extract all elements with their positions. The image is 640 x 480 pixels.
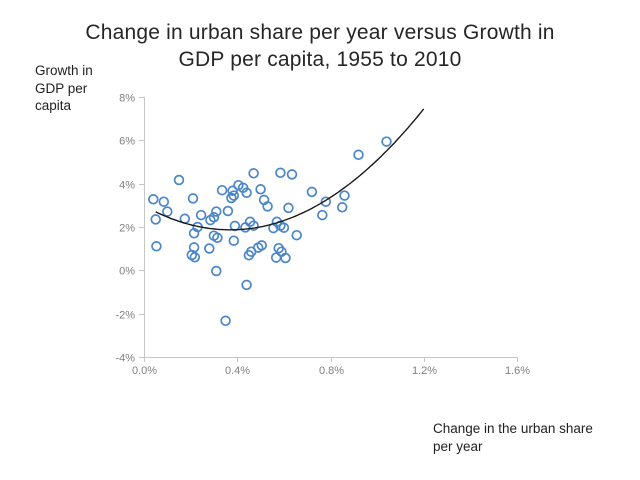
scatter-point [151, 241, 162, 252]
scatter-point [150, 214, 161, 225]
scatter-point [255, 184, 266, 195]
scatter-point [158, 196, 170, 207]
trendline [155, 108, 425, 231]
scatter-point [320, 196, 332, 207]
y-tick-label: 8% [119, 93, 135, 105]
scatter-point [291, 229, 302, 241]
y-tick-label: -2% [115, 310, 135, 322]
scatter-point [162, 206, 173, 217]
scatter-point [228, 235, 240, 246]
scatter-point [262, 201, 273, 212]
scatter-point [280, 252, 291, 264]
scatter-point [248, 168, 259, 179]
y-tick-label: 2% [119, 223, 135, 235]
scatter-point [189, 252, 201, 263]
x-tick-label: 0.0% [132, 365, 157, 377]
chart-title: Change in urban share per year versus Gr… [0, 19, 640, 73]
scatter-point [220, 315, 231, 327]
scatter-point [211, 265, 222, 277]
x-tick-label: 1.6% [505, 365, 530, 377]
scatter-point [216, 184, 228, 196]
chart-title-line1: Change in urban share per year versus Gr… [85, 21, 555, 44]
y-tick-label: 6% [119, 136, 135, 148]
scatter-point [336, 202, 348, 213]
scatter-point [270, 252, 282, 263]
y-tick-label: 0% [119, 266, 135, 278]
scatter-point [278, 222, 290, 233]
scatter-point [228, 190, 240, 201]
x-tick-label: 1.2% [412, 365, 437, 377]
scatter-point [317, 209, 328, 221]
x-tick-label: 0.4% [225, 365, 250, 377]
scatter-point [241, 187, 252, 199]
y-axis-title: Growth in GDP per capita [35, 63, 93, 113]
scatter-point [306, 186, 318, 198]
scatter-point [381, 136, 392, 147]
scatter-point [226, 192, 237, 204]
y-tick-label: 4% [119, 180, 135, 192]
scatter-point [248, 220, 259, 231]
scatter-point [339, 190, 350, 201]
x-tick-label: 0.8% [319, 365, 344, 377]
scatter-point [195, 209, 207, 221]
scatter-point [227, 185, 238, 197]
scatter-point [211, 206, 222, 217]
scatter-point [241, 279, 252, 291]
scatter-point [240, 222, 251, 233]
scatter-point [212, 232, 223, 244]
y-tick-label: -4% [115, 353, 135, 365]
scatter-point [286, 169, 298, 180]
chart-title-line2: GDP per capita, 1955 to 2010 [178, 48, 462, 71]
scatter-point [208, 212, 220, 223]
scatter-point [353, 149, 364, 161]
x-axis-title: Change in the urban share per year [433, 421, 593, 454]
scatter-point [275, 167, 286, 179]
scatter-point [204, 243, 215, 254]
scatter-point [283, 202, 294, 214]
scatter-point [173, 174, 185, 186]
scatter-point [187, 193, 199, 204]
scatter-point [222, 205, 234, 217]
scatter-point [186, 249, 198, 261]
scatter-point [256, 240, 267, 251]
scatter-point [148, 194, 159, 205]
